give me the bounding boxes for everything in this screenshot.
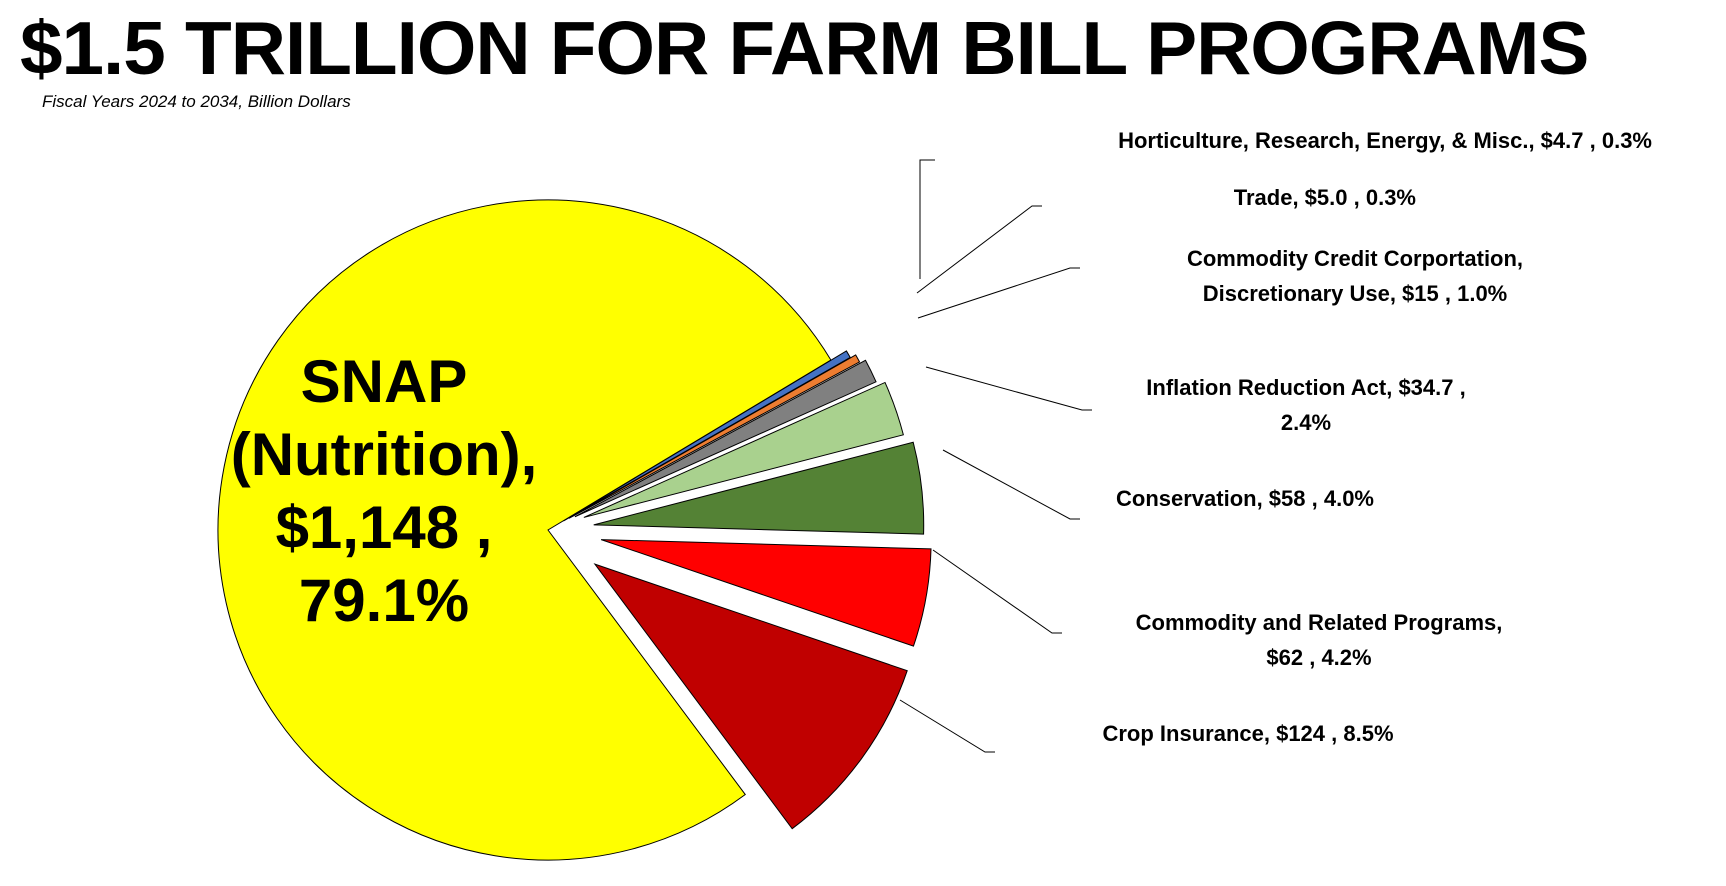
leader-line-commodity-credit-corportation-discretionary-use <box>917 267 1080 319</box>
data-label-commodity-and-related-programs-line-2: $62 , 4.2% <box>1266 645 1371 670</box>
data-label-commodity-credit-corportation-discretionary-use-line-1: Commodity Credit Corportation, <box>1187 246 1523 271</box>
data-label-snap-nutrition-line-3: $1,148 , <box>276 494 493 561</box>
chart-subtitle: Fiscal Years 2024 to 2034, Billion Dolla… <box>42 92 351 111</box>
pie-slice-commodity-credit-corportation-discretionary-use <box>574 359 877 518</box>
data-label-inflation-reduction-act-line-1: Inflation Reduction Act, $34.7 , <box>1146 375 1465 400</box>
pie-slices <box>217 199 932 861</box>
pie-slice-snap-nutrition <box>217 199 832 861</box>
leader-line-crop-insurance <box>899 699 995 753</box>
leader-line-trade <box>916 205 1042 294</box>
data-label-crop-insurance-line-1: Crop Insurance, $124 , 8.5% <box>1102 721 1393 746</box>
data-label-conservation-line-1: Conservation, $58 , 4.0% <box>1116 486 1374 511</box>
pie-slice-commodity-and-related-programs <box>600 539 932 647</box>
leader-line-conservation <box>942 449 1080 520</box>
leader-line-horticulture-research-energy-misc <box>919 159 935 279</box>
data-label-commodity-credit-corportation-discretionary-use-line-2: Discretionary Use, $15 , 1.0% <box>1203 281 1508 306</box>
leader-line-commodity-and-related-programs <box>932 549 1062 634</box>
pie-slice-crop-insurance <box>593 563 908 830</box>
data-label-trade-line-1: Trade, $5.0 , 0.3% <box>1234 185 1416 210</box>
data-label-commodity-and-related-programs-line-1: Commodity and Related Programs, <box>1136 610 1503 635</box>
data-label-snap-nutrition-line-2: (Nutrition), <box>231 421 538 488</box>
data-label-snap-nutrition-line-1: SNAP <box>301 348 468 415</box>
data-label-inflation-reduction-act-line-2: 2.4% <box>1281 410 1331 435</box>
chart-title: $1.5 TRILLION FOR FARM BILL PROGRAMS <box>20 6 1589 90</box>
leader-line-inflation-reduction-act <box>925 366 1092 411</box>
data-label-snap-nutrition-line-4: 79.1% <box>299 567 469 634</box>
pie-slice-horticulture-research-energy-misc <box>563 350 851 522</box>
pie-slice-conservation <box>593 441 925 535</box>
pie-slice-trade <box>568 354 861 519</box>
data-labels: SNAP(Nutrition),$1,148 ,79.1% Horticultur… <box>231 128 1652 746</box>
pie-slice-inflation-reduction-act <box>583 381 904 518</box>
data-label-horticulture-research-energy-misc-line-1: Horticulture, Research, Energy, & Misc.,… <box>1118 128 1652 153</box>
leader-lines <box>899 159 1092 753</box>
